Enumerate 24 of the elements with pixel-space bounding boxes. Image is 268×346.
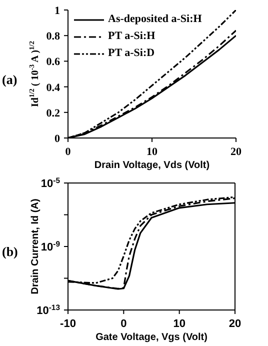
text: (a) [2, 72, 18, 88]
x-axis-title: Gate Voltage, Vgs (Volt) [96, 332, 208, 343]
legend-label: PT a-Si:H [108, 30, 156, 42]
x-tick-label: 10 [146, 146, 158, 158]
text: (b) [2, 244, 18, 260]
y-tick-label: 10$^{-5}$ [40, 176, 61, 190]
y-tick-label: 1 [54, 5, 60, 17]
y-tick-label: 10$^{-13}$ [36, 302, 60, 317]
x-tick-label: 20 [230, 146, 242, 158]
y-tick-label: 10$^{-9}$ [40, 239, 60, 254]
y-tick-label: 0.8 [46, 30, 60, 43]
legend-label: PT a-Si:D [108, 47, 155, 59]
legend-label: As-deposited a-Si:H [108, 13, 202, 25]
x-tick-label: 20 [228, 318, 242, 330]
x-axis-title: Drain Voltage, Vds (Volt) [94, 160, 210, 171]
y-tick-label: 0 [54, 133, 60, 145]
y-tick-label: 0.2 [46, 107, 60, 120]
x-tick-label: -10 [60, 318, 76, 330]
x-tick-label: 0 [120, 318, 127, 330]
x-tick-label: 0 [65, 146, 72, 158]
y-tick-label: 0.4 [46, 82, 60, 94]
y-axis-title: Drain Current, Id (A) [30, 198, 41, 294]
x-tick-label: 10 [173, 318, 186, 330]
y-tick-label: 0.6 [46, 56, 60, 68]
